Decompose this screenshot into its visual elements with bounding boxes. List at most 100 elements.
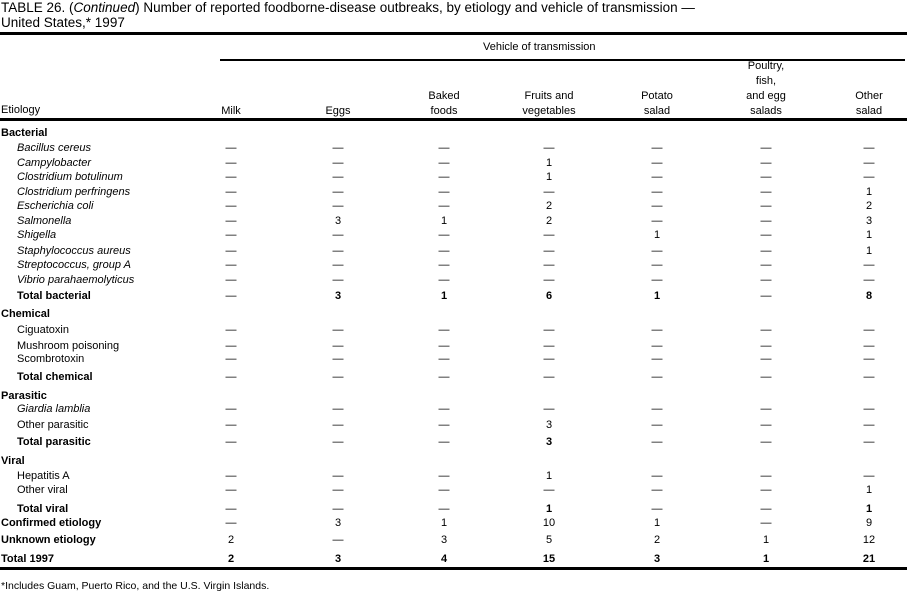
table-cell: 1 — [440, 517, 448, 529]
table-cell: 4 — [440, 553, 448, 565]
table-cell: — — [438, 229, 450, 241]
table-cell: — — [438, 484, 450, 496]
title-text: ) Number of reported foodborne-disease o… — [135, 0, 695, 15]
table-cell: — — [332, 371, 344, 383]
row-label: Parasitic — [1, 390, 47, 402]
row-label: Hepatitis A — [17, 470, 70, 482]
table-cell: — — [332, 503, 344, 515]
table-cell: — — [543, 245, 555, 257]
table-cell: — — [225, 171, 237, 183]
table-cell: 8 — [865, 290, 873, 302]
table-cell: — — [438, 142, 450, 154]
table-cell: — — [438, 419, 450, 431]
table-cell: 3 — [334, 553, 342, 565]
table-cell: — — [651, 157, 663, 169]
column-header: salad — [643, 105, 671, 117]
table-cell: — — [225, 186, 237, 198]
table-cell: 2 — [653, 534, 661, 546]
table-cell: — — [225, 353, 237, 365]
table-cell: — — [651, 470, 663, 482]
row-label: Chemical — [1, 308, 50, 320]
table-cell: 1 — [762, 553, 770, 565]
table-cell: — — [438, 436, 450, 448]
table-cell: — — [543, 274, 555, 286]
table-cell: 12 — [862, 534, 876, 546]
table-cell: — — [332, 340, 344, 352]
table-cell: 2 — [227, 553, 235, 565]
table-title-line2: United States,* 1997 — [1, 15, 125, 30]
row-label: Other viral — [17, 484, 68, 496]
table-cell: — — [332, 470, 344, 482]
table-cell: 1 — [865, 245, 873, 257]
table-cell: — — [225, 484, 237, 496]
table-cell: 1 — [653, 517, 661, 529]
column-header: Milk — [221, 105, 241, 117]
table-cell: 2 — [865, 200, 873, 212]
table-cell: — — [543, 371, 555, 383]
table-cell: — — [438, 186, 450, 198]
table-cell: 10 — [542, 517, 556, 529]
table-cell: 3 — [440, 534, 448, 546]
table-cell: — — [651, 200, 663, 212]
table-cell: — — [438, 274, 450, 286]
table-cell: — — [651, 186, 663, 198]
table-cell: — — [651, 353, 663, 365]
table-cell: — — [760, 142, 772, 154]
table-cell: — — [760, 290, 772, 302]
table-cell: 6 — [545, 290, 553, 302]
table-cell: 3 — [545, 419, 553, 431]
title-prefix: TABLE 26. ( — [1, 0, 74, 15]
table-cell: — — [332, 403, 344, 415]
table-cell: — — [543, 229, 555, 241]
row-label: Staphylococcus aureus — [17, 245, 131, 257]
row-label: Unknown etiology — [1, 534, 96, 546]
table-cell: — — [651, 403, 663, 415]
table-cell: — — [543, 186, 555, 198]
table-cell: 2 — [545, 215, 553, 227]
table-cell: — — [225, 142, 237, 154]
table-cell: — — [863, 259, 875, 271]
table-cell: 3 — [653, 553, 661, 565]
table-cell: — — [225, 371, 237, 383]
table-cell: — — [651, 503, 663, 515]
table-cell: 21 — [862, 553, 876, 565]
row-label: Ciguatoxin — [17, 324, 69, 336]
table-cell: — — [225, 200, 237, 212]
table-cell: — — [332, 259, 344, 271]
table-cell: — — [438, 171, 450, 183]
row-label: Escherichia coli — [17, 200, 94, 212]
table-cell: — — [863, 157, 875, 169]
table-cell: — — [543, 484, 555, 496]
table-cell: — — [225, 403, 237, 415]
table-cell: 1 — [653, 290, 661, 302]
table-cell: — — [225, 324, 237, 336]
row-label: Streptococcus, group A — [17, 259, 131, 271]
table-cell: — — [332, 353, 344, 365]
table-cell: — — [863, 142, 875, 154]
row-label: Other parasitic — [17, 419, 89, 431]
table-cell: — — [438, 403, 450, 415]
row-label: Viral — [1, 455, 25, 467]
table-cell: 3 — [334, 517, 342, 529]
table-cell: — — [863, 340, 875, 352]
table-cell: — — [760, 215, 772, 227]
column-header: Other — [855, 90, 883, 102]
table-cell: — — [863, 470, 875, 482]
row-label: Clostridium perfringens — [17, 186, 131, 198]
table-cell: — — [438, 371, 450, 383]
table-cell: — — [332, 171, 344, 183]
row-label: Bacterial — [1, 127, 48, 139]
table-cell: — — [438, 157, 450, 169]
row-label: Campylobacter — [17, 157, 91, 169]
table-cell: — — [760, 229, 772, 241]
table-cell: — — [225, 245, 237, 257]
table-cell: — — [760, 353, 772, 365]
title-continued: Continued — [73, 0, 136, 15]
table-cell: — — [651, 419, 663, 431]
table-cell: — — [651, 324, 663, 336]
table-cell: — — [863, 171, 875, 183]
table-cell: 1 — [440, 215, 448, 227]
table-cell: — — [651, 340, 663, 352]
table-cell: — — [651, 484, 663, 496]
